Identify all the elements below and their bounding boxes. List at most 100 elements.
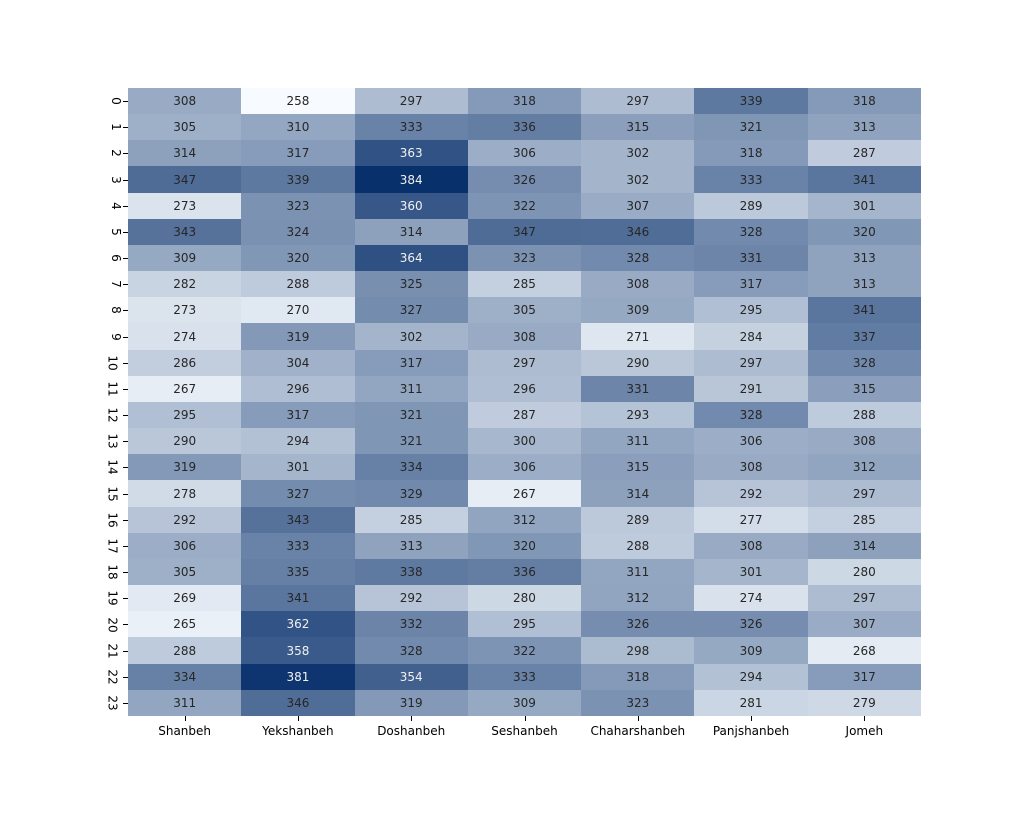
heatmap-cell: 328 [355, 637, 468, 663]
heatmap-cell: 317 [241, 402, 354, 428]
y-tick-label: 7 [109, 280, 123, 288]
heatmap-cell: 360 [355, 193, 468, 219]
y-tick-mark [123, 415, 128, 416]
heatmap-cell: 290 [581, 350, 694, 376]
cell-value: 317 [853, 671, 876, 683]
cell-value: 336 [513, 566, 536, 578]
heatmap-cell: 280 [808, 559, 921, 585]
y-tick-label: 6 [109, 254, 123, 262]
cell-value: 313 [400, 540, 423, 552]
heatmap-cell: 298 [581, 637, 694, 663]
y-tick-label: 22 [105, 669, 119, 684]
cell-value: 323 [286, 200, 309, 212]
heatmap-cell: 269 [128, 585, 241, 611]
cell-value: 339 [286, 174, 309, 186]
y-tick-label: 17 [105, 538, 119, 553]
cell-value: 346 [626, 226, 649, 238]
cell-value: 333 [400, 121, 423, 133]
cell-value: 338 [400, 566, 423, 578]
heatmap-cell: 318 [581, 664, 694, 690]
cell-value: 358 [286, 645, 309, 657]
y-tick-label: 21 [105, 643, 119, 658]
cell-value: 336 [513, 121, 536, 133]
y-tick-label: 23 [105, 695, 119, 710]
cell-value: 305 [173, 566, 196, 578]
cell-value: 324 [286, 226, 309, 238]
cell-value: 354 [400, 671, 423, 683]
heatmap-cell: 335 [241, 559, 354, 585]
cell-value: 317 [286, 147, 309, 159]
cell-value: 267 [513, 488, 536, 500]
cell-value: 314 [400, 226, 423, 238]
heatmap-cell: 364 [355, 245, 468, 271]
heatmap-cell: 339 [694, 88, 807, 114]
cell-value: 323 [626, 697, 649, 709]
heatmap-cell: 347 [128, 166, 241, 192]
heatmap-cell: 287 [468, 402, 581, 428]
heatmap-cell: 326 [694, 611, 807, 637]
cell-value: 294 [740, 671, 763, 683]
heatmap-cell: 278 [128, 480, 241, 506]
cell-value: 333 [286, 540, 309, 552]
cell-value: 289 [626, 514, 649, 526]
cell-value: 311 [173, 697, 196, 709]
cell-value: 363 [400, 147, 423, 159]
cell-value: 314 [853, 540, 876, 552]
heatmap-cell: 295 [468, 611, 581, 637]
cell-value: 297 [853, 592, 876, 604]
cell-value: 267 [173, 383, 196, 395]
cell-value: 318 [626, 671, 649, 683]
cell-value: 327 [286, 488, 309, 500]
cell-value: 301 [740, 566, 763, 578]
cell-value: 328 [740, 226, 763, 238]
cell-value: 347 [513, 226, 536, 238]
cell-value: 302 [626, 147, 649, 159]
heatmap-cell: 314 [808, 533, 921, 559]
y-tick-label: 5 [109, 228, 123, 236]
heatmap-cell: 265 [128, 611, 241, 637]
cell-value: 295 [740, 304, 763, 316]
heatmap-cell: 339 [241, 166, 354, 192]
heatmap-cell: 274 [694, 585, 807, 611]
cell-value: 288 [626, 540, 649, 552]
heatmap-cell: 333 [694, 166, 807, 192]
cell-value: 364 [400, 252, 423, 264]
heatmap-cell: 362 [241, 611, 354, 637]
heatmap-cell: 319 [355, 690, 468, 716]
heatmap-cell: 267 [128, 376, 241, 402]
cell-value: 313 [853, 252, 876, 264]
x-tick-mark [864, 716, 865, 721]
cell-value: 296 [286, 383, 309, 395]
heatmap-cell: 347 [468, 219, 581, 245]
heatmap-cell: 320 [241, 245, 354, 271]
heatmap-grid: 3082582973182973393183053103333363153213… [128, 88, 921, 716]
heatmap-cell: 302 [581, 166, 694, 192]
y-tick-mark [123, 363, 128, 364]
y-tick-mark [123, 310, 128, 311]
heatmap-cell: 286 [128, 350, 241, 376]
cell-value: 295 [513, 618, 536, 630]
cell-value: 306 [513, 147, 536, 159]
heatmap-cell: 297 [355, 88, 468, 114]
x-tick-label: Yekshanbeh [241, 724, 354, 738]
cell-value: 341 [286, 592, 309, 604]
cell-value: 271 [626, 331, 649, 343]
cell-value: 311 [626, 435, 649, 447]
heatmap-cell: 267 [468, 480, 581, 506]
heatmap-cell: 292 [355, 585, 468, 611]
heatmap-cell: 328 [808, 350, 921, 376]
cell-value: 286 [173, 357, 196, 369]
x-tick-mark [298, 716, 299, 721]
heatmap-cell: 258 [241, 88, 354, 114]
heatmap-cell: 313 [808, 245, 921, 271]
heatmap-cell: 321 [355, 428, 468, 454]
cell-value: 315 [626, 121, 649, 133]
y-tick-label: 10 [105, 355, 119, 370]
y-tick-label: 20 [105, 617, 119, 632]
cell-value: 328 [740, 409, 763, 421]
cell-value: 323 [513, 252, 536, 264]
cell-value: 268 [853, 645, 876, 657]
heatmap-cell: 337 [808, 323, 921, 349]
heatmap-cell: 297 [581, 88, 694, 114]
cell-value: 312 [853, 461, 876, 473]
